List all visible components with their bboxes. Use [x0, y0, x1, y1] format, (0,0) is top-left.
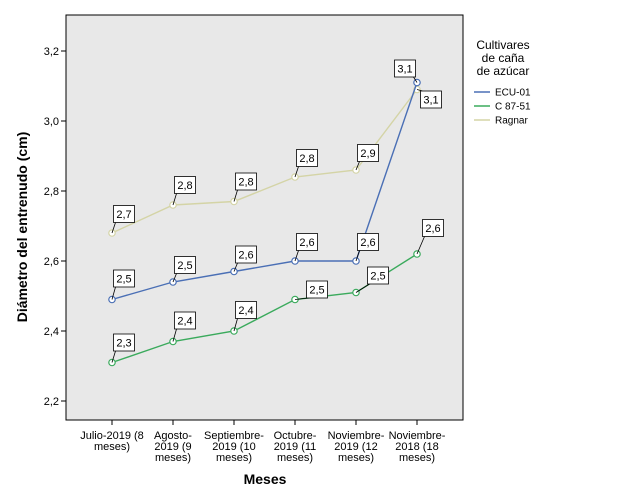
- data-label-box: [235, 245, 257, 264]
- data-label: 2,8: [177, 180, 192, 192]
- data-label: 2,3: [116, 338, 131, 350]
- data-label-box: [420, 90, 442, 109]
- data-label: 3,1: [423, 95, 438, 107]
- data-label: 2,9: [360, 148, 375, 160]
- y-tick-label: 2,8: [44, 186, 59, 198]
- x-tick-label: Agosto-2019 (9 meses): [154, 430, 192, 464]
- y-axis-title: Diámetro del entrenudo (cm): [14, 132, 30, 323]
- data-label-box: [394, 59, 416, 78]
- x-tick-label: Julio-2019 (8 meses): [80, 430, 144, 453]
- y-tick-label: 2,2: [44, 396, 59, 408]
- series-layer: [108, 78, 421, 367]
- data-label-leader: [172, 193, 177, 206]
- legend-title: Cultivares: [476, 38, 529, 52]
- y-tick-label: 3,0: [44, 116, 59, 128]
- data-labels-layer: 2,7 2,8 2,8 2,8 2,9 3,1 2,5 2,5 2,6 2,6 2,6 3,1 2,3 2…: [111, 59, 444, 363]
- legend-title: de caña: [482, 51, 525, 65]
- x-tick-label: Octubre-2019 (11 meses): [274, 430, 317, 464]
- data-label-box: [296, 233, 318, 251]
- data-label: 2,4: [238, 305, 253, 317]
- data-label: 2,6: [299, 237, 314, 249]
- x-axis: Julio-2019 (8 meses) Agosto-2019 (9 meses) S…: [80, 420, 446, 464]
- data-label-leader: [294, 166, 299, 178]
- data-label-leader: [416, 236, 425, 255]
- legend-label: ECU-01: [495, 88, 531, 99]
- y-axis: 2,2 2,4 2,6 2,8 3,0 3,2: [44, 46, 66, 408]
- data-label-box: [357, 233, 379, 251]
- data-label: 2,6: [360, 237, 375, 249]
- data-label: 2,7: [116, 209, 131, 221]
- x-tick-label: Septiembre-2019 (10 meses): [204, 430, 264, 464]
- legend-title: de azúcar: [477, 64, 530, 78]
- data-label-leader: [355, 283, 370, 293]
- data-label-leader: [413, 76, 418, 83]
- y-tick-label: 2,4: [44, 326, 59, 338]
- data-label-box: [422, 219, 444, 237]
- x-axis-title: Meses: [244, 471, 287, 487]
- data-label: 2,5: [116, 274, 131, 286]
- data-label: 2,5: [177, 260, 192, 272]
- x-tick-label: Noviembre-2018 (18 meses): [389, 430, 446, 464]
- data-label: 2,6: [425, 223, 440, 235]
- data-label-box: [296, 149, 318, 167]
- data-label-leader: [172, 273, 177, 283]
- data-label-box: [306, 280, 328, 299]
- data-label-box: [113, 333, 135, 352]
- data-label-box: [113, 269, 135, 288]
- data-label-leader: [355, 161, 360, 171]
- data-label-box: [174, 256, 196, 274]
- series-line-ecu-01: [111, 82, 418, 301]
- data-label-box: [367, 266, 389, 285]
- y-tick-label: 3,2: [44, 46, 59, 58]
- y-tick-label: 2,6: [44, 256, 59, 268]
- data-label-box: [235, 301, 257, 319]
- legend-label: Ragnar: [495, 116, 528, 127]
- data-label-leader: [111, 350, 116, 363]
- data-label-leader: [111, 286, 116, 300]
- data-label: 3,1: [397, 64, 412, 76]
- data-label-leader: [172, 328, 177, 342]
- data-label-leader: [233, 262, 238, 272]
- data-label-leader: [233, 189, 238, 202]
- data-label: 2,5: [309, 285, 324, 297]
- data-label-leader: [233, 318, 238, 332]
- data-label-box: [113, 205, 135, 223]
- data-label-box: [174, 311, 196, 330]
- data-label-box: [357, 144, 379, 162]
- data-label: 2,6: [238, 250, 253, 262]
- data-label-box: [235, 172, 257, 191]
- data-label: 2,5: [370, 271, 385, 283]
- data-label-leader: [294, 250, 299, 262]
- data-label-leader: [355, 250, 360, 262]
- data-label-leader: [111, 222, 116, 234]
- data-label: 2,8: [238, 177, 253, 189]
- data-label: 2,4: [177, 316, 192, 328]
- data-label-box: [174, 176, 196, 194]
- x-tick-label: Noviembre-2019 (12 meses): [328, 430, 385, 464]
- legend-label: C 87-51: [495, 102, 531, 113]
- data-label: 2,8: [299, 153, 314, 165]
